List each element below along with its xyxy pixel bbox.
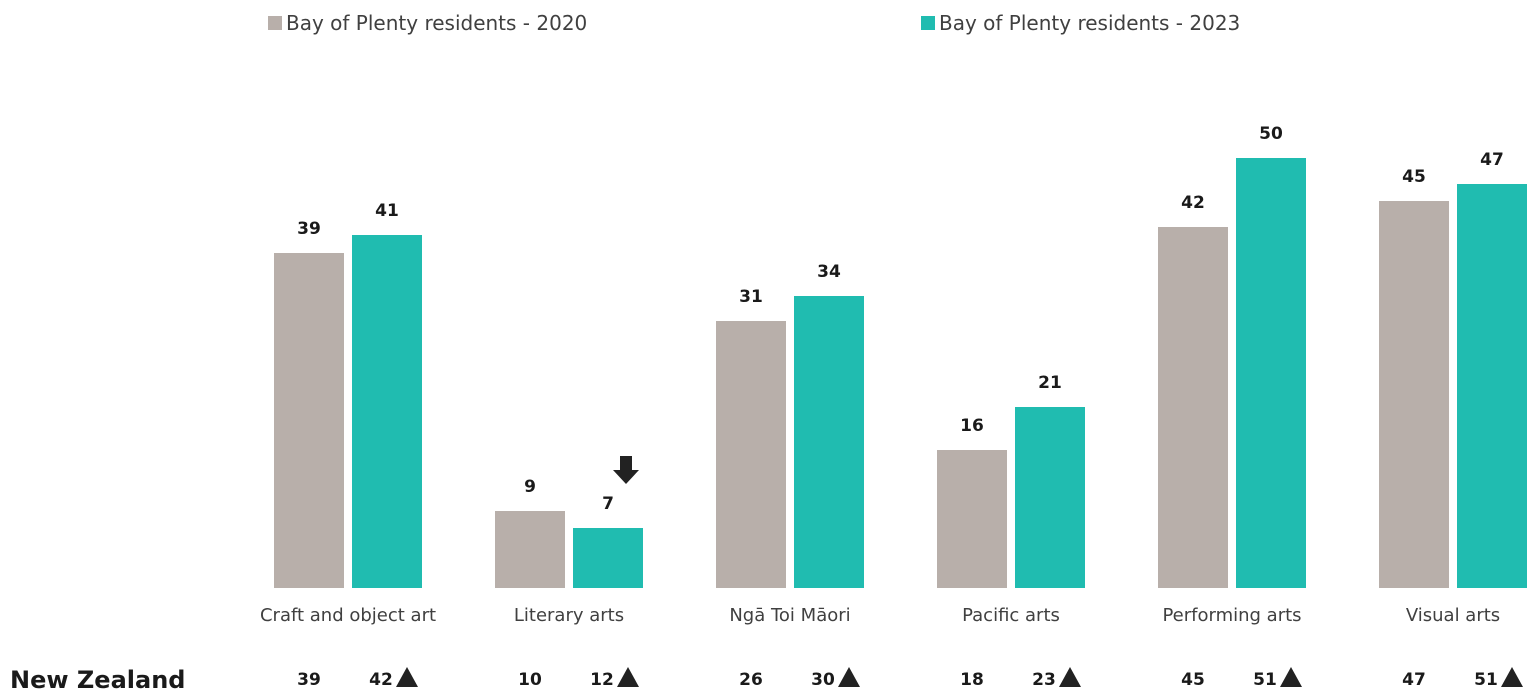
comparison-value: 47 [1402,670,1426,690]
comparison-value: 26 [739,670,763,690]
comparison-value: 51 [1474,670,1498,690]
bar [1457,183,1527,588]
bar [495,510,565,588]
comparison-value: 30 [811,670,835,690]
up-triangle [1059,667,1081,687]
comparison-value: 39 [297,670,321,690]
value-label: 41 [375,201,399,222]
comparison-value: 51 [1253,670,1277,690]
value-label: 47 [1480,149,1504,170]
legend-swatch [921,16,935,30]
bar [794,295,864,588]
bar [1379,201,1449,588]
up-triangle [1280,667,1302,687]
value-label: 34 [817,261,841,282]
category-label: Ngā Toi Māori [729,605,851,626]
bar [1015,407,1085,588]
up-triangle [617,667,639,687]
value-label: 39 [297,218,321,239]
value-label: 42 [1181,192,1205,213]
comparison-value: 18 [960,670,984,690]
bar [274,252,344,588]
legend-text: Bay of Plenty residents - 2020 [286,11,588,35]
comparison-value: 23 [1032,670,1056,690]
value-label: 16 [960,416,984,437]
comparison-value: 12 [590,670,614,690]
bar [716,321,786,588]
category-label: Literary arts [513,605,625,626]
value-label: 9 [524,476,536,497]
bar [573,527,643,588]
value-label: 50 [1259,124,1283,144]
value-label: 45 [1402,167,1426,187]
up-triangle [838,667,860,687]
comparison-value: 42 [369,670,393,690]
category-label: Pacific arts [962,605,1060,626]
value-label: 21 [1038,373,1062,394]
up-triangle [396,667,418,687]
bar [937,450,1007,588]
down-arrow [613,455,639,484]
bar [1158,226,1228,588]
value-label: 31 [739,287,763,308]
bar [1236,158,1306,588]
up-triangle [1501,667,1523,687]
category-label: Visual arts [1405,605,1501,626]
comparison-value: 10 [518,670,542,690]
value-label: 7 [602,493,614,514]
legend-swatch [268,16,282,30]
bar [352,235,422,588]
comparison-label: New Zealand [10,666,186,694]
category-label: Craft and object art [259,605,437,626]
comparison-value: 45 [1181,670,1205,690]
category-label: Performing arts [1162,605,1302,626]
legend-text: Bay of Plenty residents - 2023 [939,11,1241,35]
